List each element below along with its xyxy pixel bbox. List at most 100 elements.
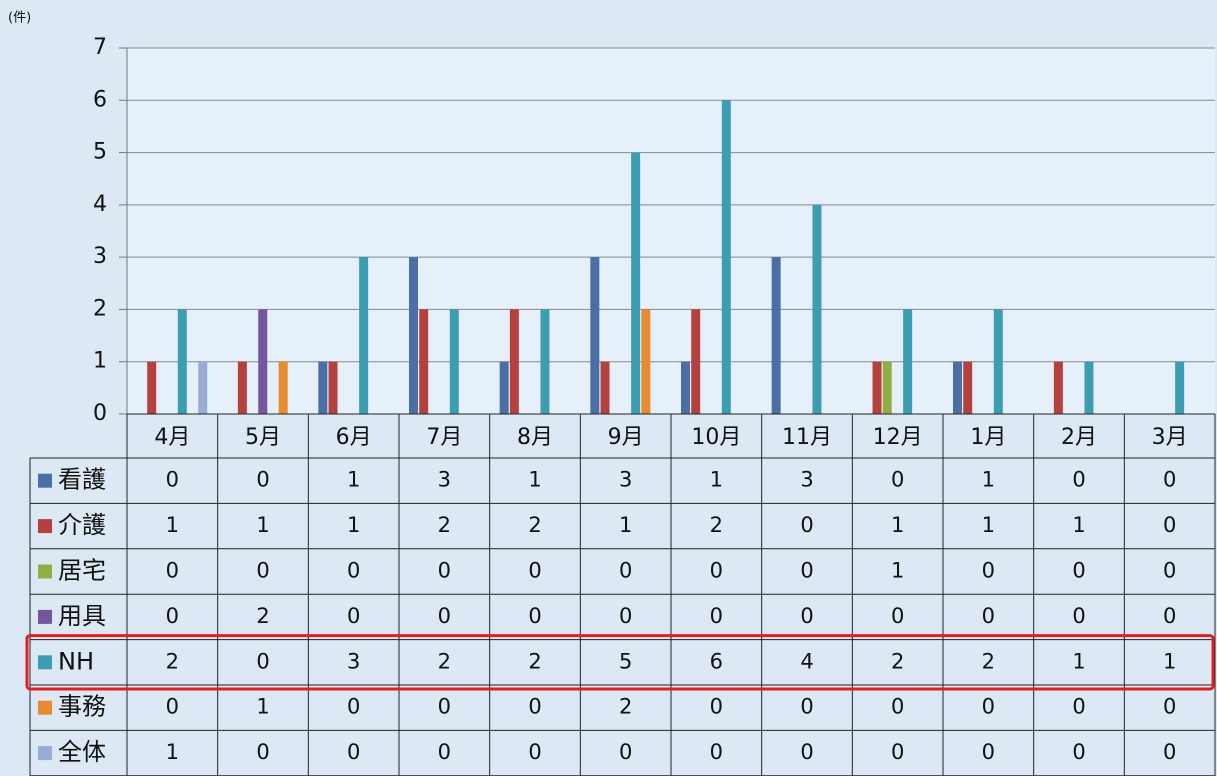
bar (499, 361, 509, 414)
y-tick-label: 4 (93, 192, 107, 217)
table-cell: 0 (800, 604, 813, 628)
legend-swatch (38, 564, 52, 579)
table-cell: 0 (256, 468, 269, 492)
table-cell: 2 (438, 513, 451, 537)
table-cell: 0 (347, 695, 360, 719)
table-cell: 1 (619, 513, 632, 537)
table-cell: 3 (347, 649, 360, 673)
table-cell: 0 (891, 740, 904, 764)
table-cell: 1 (166, 513, 179, 537)
table-cell: 0 (166, 695, 179, 719)
table-cell: 1 (891, 559, 904, 583)
bar (681, 361, 690, 414)
x-tick-label: 8月 (517, 425, 553, 450)
x-tick-label: 5月 (245, 425, 281, 450)
table-cell: 0 (619, 604, 632, 628)
x-tick-label: 3月 (1152, 425, 1188, 450)
y-tick-label: 5 (93, 140, 107, 165)
bar (147, 361, 157, 414)
table-cell: 0 (528, 559, 541, 583)
table-cell: 3 (619, 468, 632, 492)
table-cell: 0 (1072, 559, 1085, 583)
bar (903, 309, 913, 414)
y-tick-label: 6 (93, 87, 107, 112)
table-cell: 2 (710, 513, 723, 537)
table-cell: 0 (528, 740, 541, 764)
legend-label: 看護 (58, 466, 106, 494)
x-tick-label: 2月 (1061, 425, 1097, 450)
y-unit: (件) (8, 11, 31, 26)
table-cell: 1 (256, 695, 269, 719)
bar (1084, 361, 1094, 414)
table-cell: 5 (619, 649, 632, 673)
table-cell: 0 (891, 695, 904, 719)
bar (812, 204, 822, 414)
y-tick-label: 0 (93, 401, 107, 426)
table-cell: 2 (528, 649, 541, 673)
x-tick-label: 4月 (154, 425, 190, 450)
table-cell: 0 (438, 740, 451, 764)
table-cell: 0 (982, 604, 995, 628)
table-cell: 2 (256, 604, 269, 628)
bar (449, 309, 459, 414)
bar (1175, 361, 1185, 414)
legend-swatch (38, 519, 52, 534)
legend-swatch (38, 700, 52, 715)
table-cell: 0 (347, 604, 360, 628)
legend-label: 居宅 (58, 557, 106, 585)
table-cell: 6 (710, 649, 723, 673)
y-tick-label: 3 (93, 244, 107, 269)
legend-swatch (38, 655, 52, 670)
table-cell: 0 (166, 468, 179, 492)
table-cell: 1 (982, 513, 995, 537)
plot-area (127, 48, 1215, 414)
bar (963, 361, 973, 414)
table-cell: 1 (1072, 649, 1085, 673)
table-cell: 1 (891, 513, 904, 537)
table-cell: 0 (1072, 604, 1085, 628)
bar (590, 257, 600, 414)
table-cell: 0 (891, 468, 904, 492)
table-cell: 0 (438, 604, 451, 628)
table-cell: 0 (619, 740, 632, 764)
bar (882, 361, 892, 414)
table-cell: 1 (710, 468, 723, 492)
bar (237, 361, 247, 414)
table-cell: 0 (710, 740, 723, 764)
y-tick-label: 2 (93, 296, 107, 321)
table-cell: 0 (710, 559, 723, 583)
table-cell: 0 (800, 559, 813, 583)
legend-swatch (38, 473, 52, 488)
legend-label: 事務 (58, 693, 106, 721)
bar (540, 309, 550, 414)
table-cell: 2 (438, 649, 451, 673)
bar (600, 361, 610, 414)
bar (359, 257, 369, 414)
y-tick-label: 1 (93, 349, 107, 374)
highlight-box (25, 634, 1215, 691)
legend-label: NH (58, 647, 94, 675)
table-cell: 0 (438, 559, 451, 583)
table-cell: 1 (166, 740, 179, 764)
table-cell: 0 (710, 604, 723, 628)
table-cell: 0 (166, 604, 179, 628)
table-cell: 0 (1072, 695, 1085, 719)
bar (198, 361, 208, 414)
table-cell: 2 (528, 513, 541, 537)
bar (993, 309, 1003, 414)
bar (691, 309, 701, 414)
table-cell: 0 (1072, 468, 1085, 492)
legend-swatch (38, 609, 52, 624)
legend-label: 介護 (58, 511, 106, 539)
table-cell: 0 (256, 649, 269, 673)
table-cell: 2 (891, 649, 904, 673)
table-cell: 0 (347, 740, 360, 764)
bar (419, 309, 429, 414)
table-cell: 1 (1163, 649, 1176, 673)
table-cell: 0 (800, 513, 813, 537)
x-tick-label: 7月 (426, 425, 462, 450)
bar (771, 257, 781, 414)
legend-label: 全体 (58, 738, 106, 766)
table-cell: 1 (982, 468, 995, 492)
